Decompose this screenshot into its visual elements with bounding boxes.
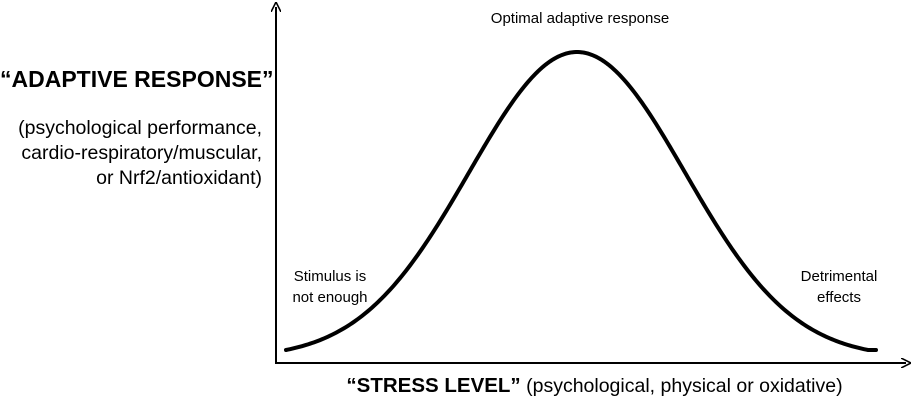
annotation-stimulus-not-enough: Stimulus is not enough	[280, 266, 380, 308]
y-axis-subtitle-line: (psychological performance,	[18, 117, 262, 139]
y-axis-subtitle-line: cardio-respiratory/muscular,	[21, 142, 262, 164]
x-axis-title-rest: (psychological, physical or oxidative)	[520, 375, 843, 397]
x-axis-title: “STRESS LEVEL” (psychological, physical …	[276, 374, 913, 398]
y-axis-title: “ADAPTIVE RESPONSE”	[0, 66, 274, 92]
annotation-line: not enough	[292, 289, 368, 306]
annotation-line: Detrimental	[800, 268, 878, 285]
bell-curve	[284, 50, 878, 352]
annotation-line: effects	[817, 289, 861, 306]
annotation-optimal-response: Optimal adaptive response	[490, 10, 670, 27]
annotation-line: Stimulus is	[293, 268, 367, 285]
x-axis-title-bold: “STRESS LEVEL”	[346, 374, 521, 397]
y-axis-subtitle-line: or Nrf2/antioxidant)	[96, 167, 262, 189]
y-axis-subtitle: (psychological performance, cardio-respi…	[0, 116, 262, 191]
annotation-detrimental-effects: Detrimental effects	[784, 266, 894, 308]
